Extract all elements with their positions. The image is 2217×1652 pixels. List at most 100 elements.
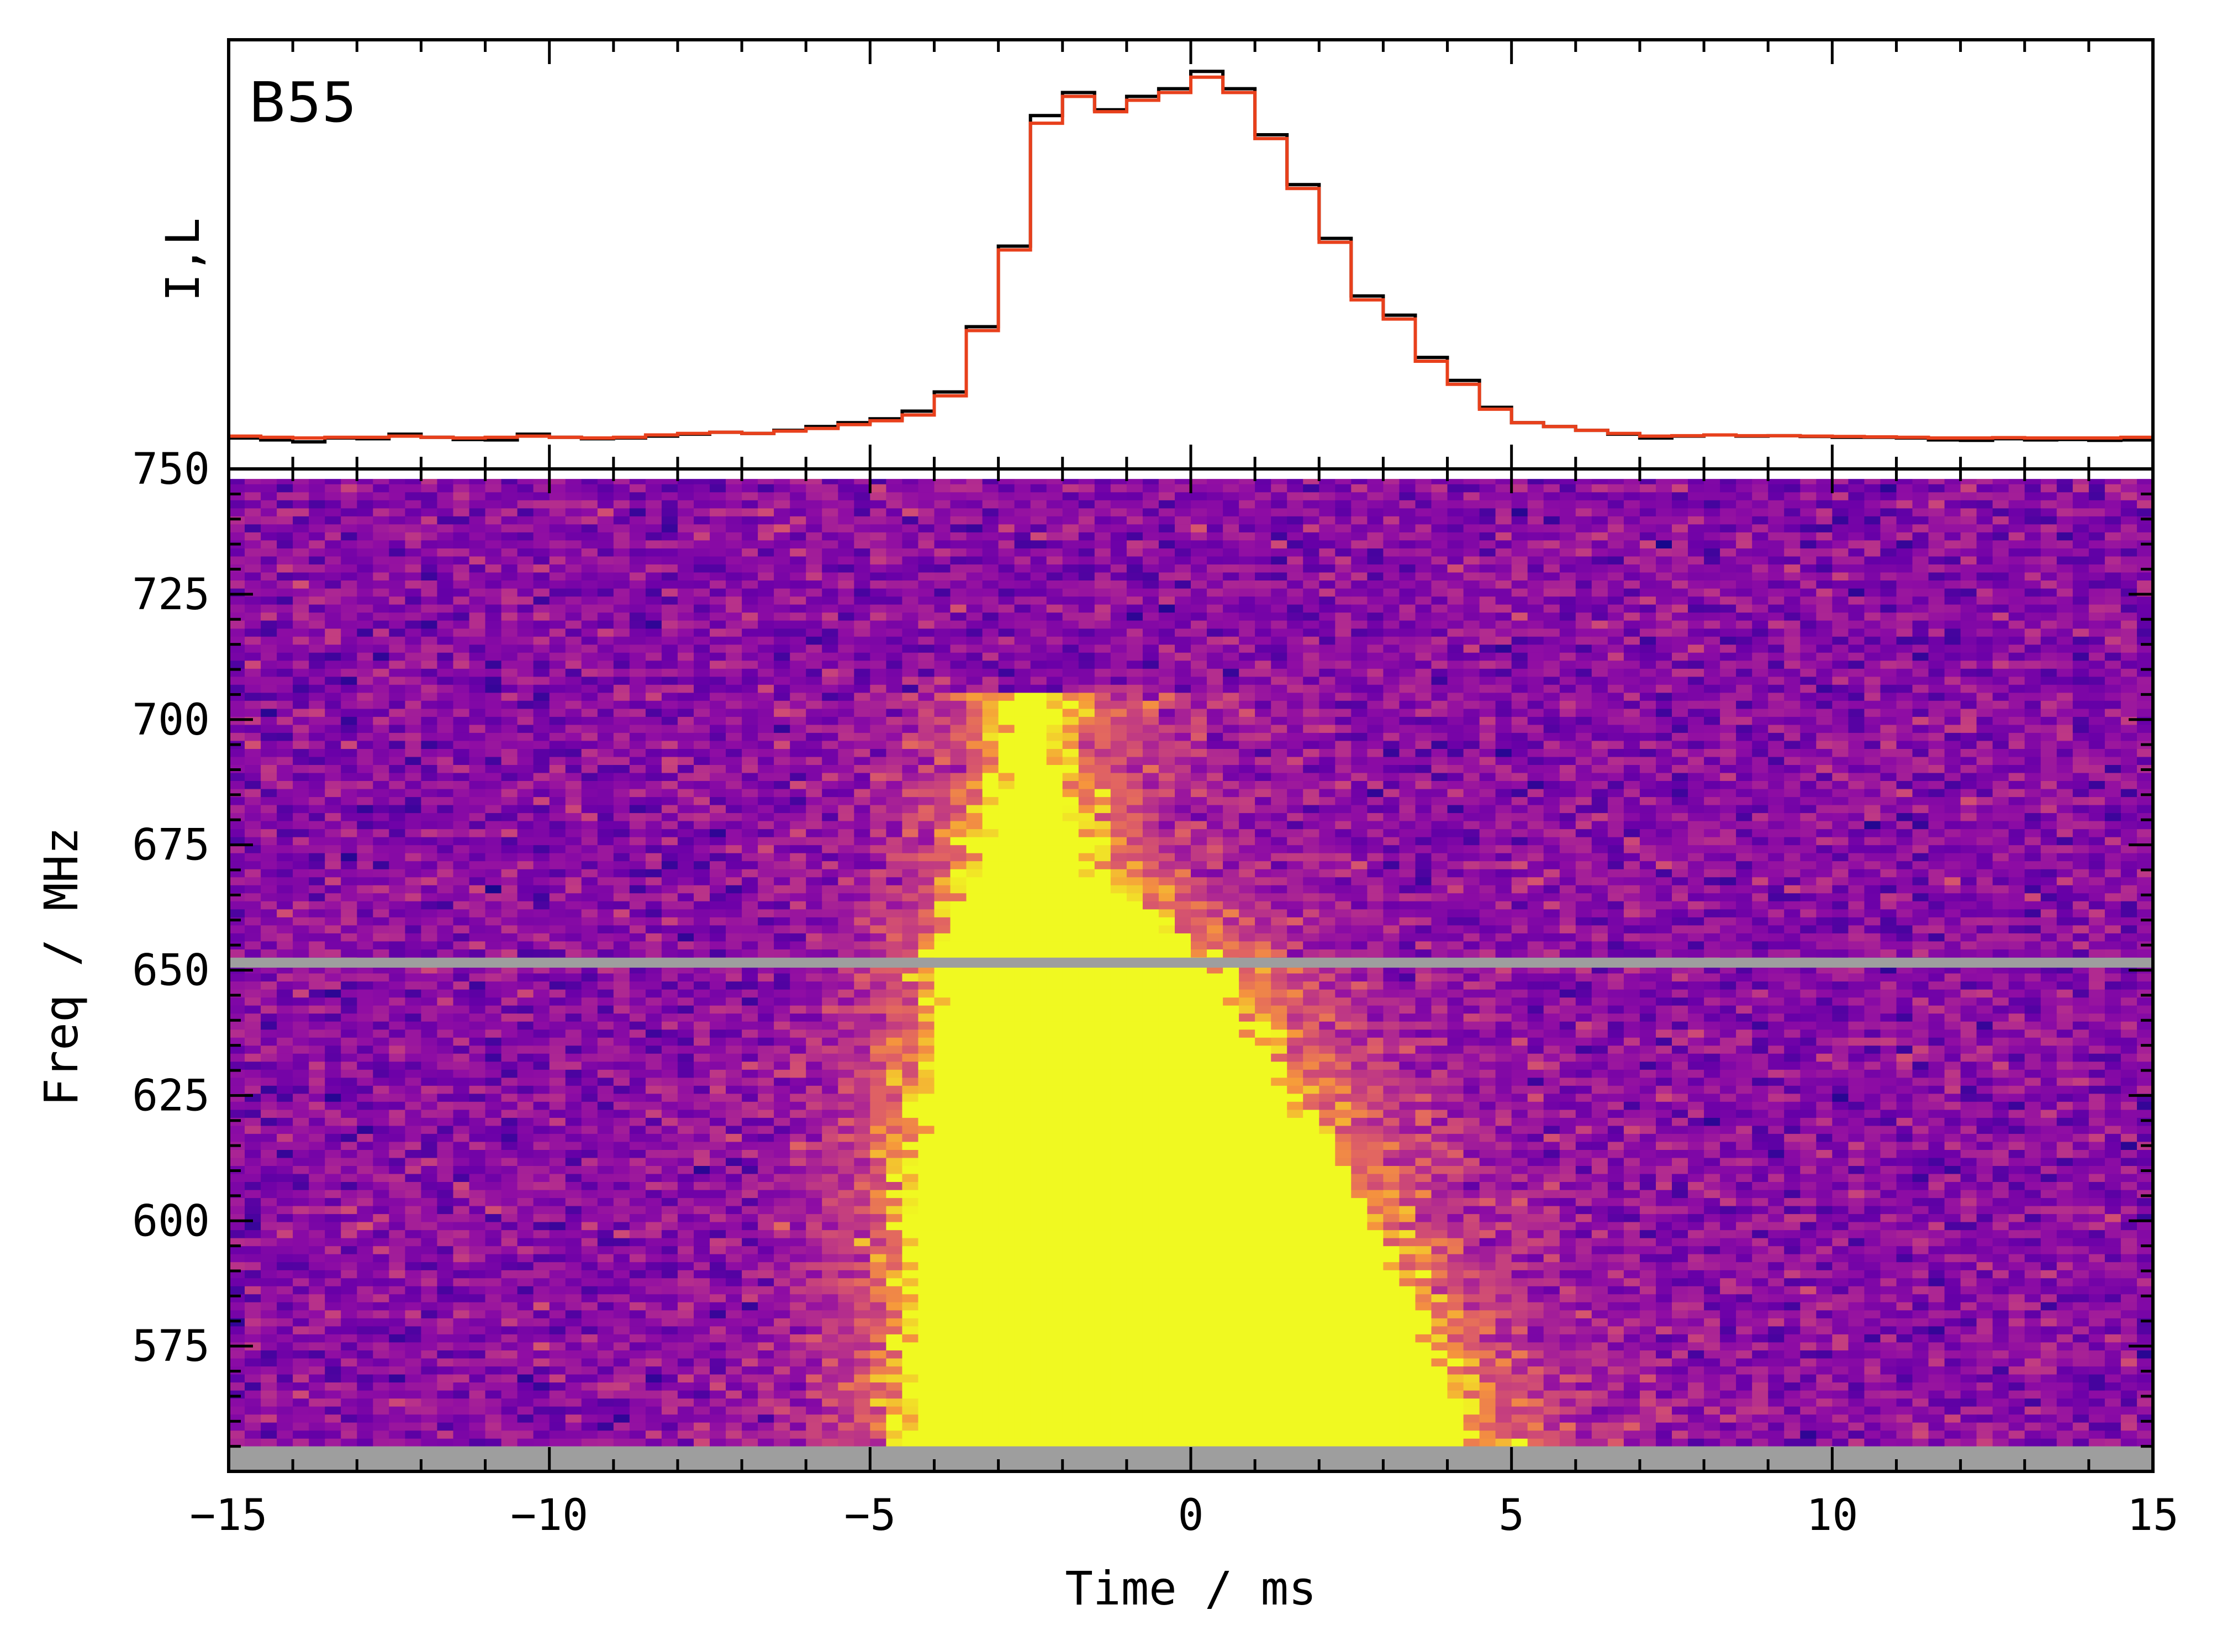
heatmap-cell — [806, 1422, 822, 1431]
heatmap-cell — [1559, 1173, 1576, 1182]
heatmap-cell — [1239, 1254, 1255, 1263]
heatmap-cell — [1607, 1422, 1624, 1431]
heatmap-cell — [1784, 1358, 1801, 1366]
heatmap-cell — [822, 1334, 838, 1343]
heatmap-cell — [1175, 1238, 1191, 1247]
heatmap-cell — [1511, 1222, 1528, 1231]
heatmap-cell — [1415, 1302, 1432, 1311]
heatmap-cell — [245, 1350, 261, 1359]
heatmap-cell — [1912, 1286, 1929, 1295]
heatmap-cell — [1126, 1222, 1143, 1231]
heatmap-cell — [1992, 1318, 2009, 1327]
heatmap-cell — [1992, 1430, 2009, 1439]
heatmap-cell — [437, 1254, 453, 1263]
heatmap-cell — [1672, 1245, 1688, 1254]
heatmap-cell — [1704, 1302, 1720, 1311]
heatmap-cell — [1094, 1165, 1111, 1174]
heatmap-cell — [341, 1278, 357, 1286]
heatmap-cell — [501, 1117, 518, 1126]
heatmap-cell — [357, 1125, 373, 1134]
heatmap-cell — [934, 1342, 951, 1350]
heatmap-cell — [1992, 1125, 2009, 1134]
heatmap-cell — [229, 1133, 245, 1142]
heatmap-cell — [1158, 1206, 1175, 1215]
heatmap-cell — [1720, 1254, 1736, 1263]
heatmap-cell — [1255, 1342, 1271, 1350]
heatmap-cell — [1399, 1278, 1416, 1286]
heatmap-cell — [629, 1149, 646, 1158]
heatmap-cell — [2088, 1125, 2105, 1134]
heatmap-cell — [229, 1398, 245, 1407]
heatmap-cell — [694, 1294, 710, 1302]
heatmap-cell — [1848, 1422, 1865, 1431]
heatmap-cell — [1094, 1278, 1111, 1286]
heatmap-cell — [1896, 1173, 1913, 1182]
heatmap-cell — [645, 1366, 662, 1375]
heatmap-cell — [966, 1270, 983, 1279]
heatmap-cell — [1239, 1326, 1255, 1334]
heatmap-cell — [485, 1125, 502, 1134]
heatmap-cell — [1158, 1270, 1175, 1279]
heatmap-cell — [1351, 1318, 1368, 1327]
heatmap-cell — [1303, 1222, 1319, 1231]
heatmap-cell — [1559, 1398, 1576, 1407]
heatmap-cell — [261, 1414, 277, 1423]
heatmap-cell — [1463, 1270, 1480, 1279]
heatmap-cell — [1704, 1382, 1720, 1391]
heatmap-cell — [517, 1181, 534, 1190]
heatmap-cell — [1431, 1350, 1448, 1359]
heatmap-cell — [1511, 1125, 1528, 1134]
heatmap-cell — [918, 1326, 935, 1334]
heatmap-cell — [229, 1125, 245, 1134]
heatmap-cell — [533, 1310, 550, 1318]
heatmap-cell — [2056, 1358, 2073, 1366]
heatmap-cell — [870, 1262, 886, 1270]
heatmap-cell — [1110, 1326, 1127, 1334]
heatmap-cell — [1784, 1222, 1801, 1231]
heatmap-cell — [1816, 1302, 1833, 1311]
heatmap-cell — [1351, 1157, 1368, 1166]
heatmap-cell — [1383, 1165, 1400, 1174]
heatmap-cell — [1768, 1181, 1785, 1190]
heatmap-cell — [597, 1390, 614, 1399]
heatmap-cell — [581, 1302, 598, 1311]
heatmap-cell — [1928, 1157, 1945, 1166]
heatmap-cell — [1191, 1229, 1207, 1238]
heatmap-cell — [677, 1197, 694, 1206]
heatmap-cell — [469, 1213, 486, 1222]
heatmap-cell — [790, 1438, 806, 1447]
heatmap-cell — [1896, 1302, 1913, 1311]
heatmap-cell — [645, 1270, 662, 1279]
heatmap-cell — [1880, 1302, 1897, 1311]
heatmap-cell — [1142, 1294, 1159, 1302]
heatmap-cell — [854, 1254, 870, 1263]
heatmap-cell — [309, 1157, 325, 1166]
heatmap-cell — [1142, 1302, 1159, 1311]
heatmap-cell — [1078, 1149, 1095, 1158]
heatmap-cell — [838, 1254, 854, 1263]
heatmap-cell — [389, 1422, 405, 1431]
heatmap-cell — [694, 1398, 710, 1407]
heatmap-cell — [565, 1286, 582, 1295]
heatmap-cell — [1688, 1262, 1704, 1270]
heatmap-cell — [533, 1117, 550, 1126]
heatmap-cell — [1880, 1366, 1897, 1375]
heatmap-cell — [677, 1222, 694, 1231]
heatmap-cell — [1527, 1358, 1544, 1366]
heatmap-cell — [774, 1422, 790, 1431]
heatmap-cell — [1768, 1398, 1785, 1407]
heatmap-cell — [2024, 1165, 2041, 1174]
heatmap-cell — [774, 1382, 790, 1391]
heatmap-cell — [1543, 1398, 1560, 1407]
heatmap-cell — [1335, 1286, 1352, 1295]
heatmap-cell — [1175, 1438, 1191, 1447]
heatmap-cell — [1816, 1149, 1833, 1158]
heatmap-cell — [1720, 1157, 1736, 1166]
heatmap-cell — [1832, 1430, 1849, 1439]
heatmap-cell — [453, 1318, 470, 1327]
heatmap-cell — [1864, 1318, 1881, 1327]
heatmap-cell — [1030, 1326, 1047, 1334]
heatmap-cell — [517, 1438, 534, 1447]
heatmap-cell — [758, 1270, 774, 1279]
heatmap-cell — [1078, 1374, 1095, 1382]
